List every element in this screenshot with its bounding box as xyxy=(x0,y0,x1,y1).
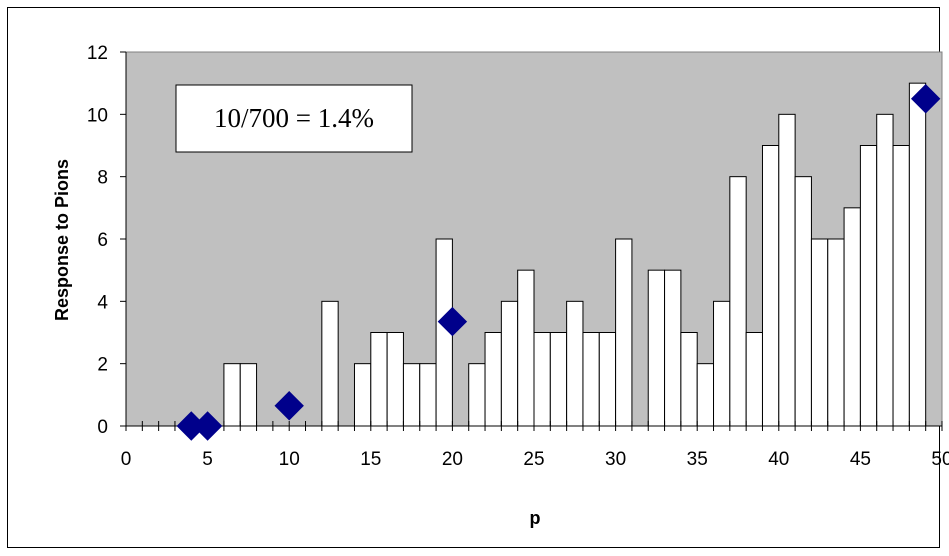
bar xyxy=(533,332,551,427)
bar xyxy=(484,332,502,427)
bar xyxy=(778,113,796,427)
annotation-box: 10/700 = 1.4% xyxy=(175,84,413,153)
bar xyxy=(892,145,910,427)
bar xyxy=(908,82,927,427)
x-tick-label: 0 xyxy=(121,449,132,470)
bar xyxy=(859,145,878,427)
y-tick-label: 0 xyxy=(97,417,108,438)
y-tick-label: 8 xyxy=(97,168,108,189)
y-tick-label: 10 xyxy=(87,105,108,126)
markers-group xyxy=(176,84,941,441)
bar xyxy=(745,332,763,427)
bar xyxy=(664,269,682,427)
bar xyxy=(876,113,894,427)
bar xyxy=(419,363,437,427)
bar xyxy=(615,238,633,427)
bar xyxy=(321,300,339,427)
bar xyxy=(353,363,372,427)
x-tick-label: 20 xyxy=(442,449,463,470)
x-tick-label: 40 xyxy=(768,449,789,470)
bar xyxy=(239,363,258,427)
bar xyxy=(713,300,731,427)
bar xyxy=(566,300,584,427)
bar xyxy=(794,176,812,427)
x-tick-label: 45 xyxy=(850,449,871,470)
x-tick-label: 5 xyxy=(202,449,213,470)
annotation-text: 10/700 = 1.4% xyxy=(214,103,374,133)
y-ticks-group: 0 2 4 6 8 10 12 xyxy=(87,43,126,438)
bar xyxy=(582,332,600,427)
bar xyxy=(370,332,388,427)
bar xyxy=(761,145,780,427)
bars-group xyxy=(223,82,927,427)
x-tick-label: 15 xyxy=(360,449,381,470)
bar xyxy=(468,363,486,427)
x-tick-label: 10 xyxy=(279,449,300,470)
bar xyxy=(386,332,404,427)
x-tick-label: 30 xyxy=(605,449,626,470)
bar xyxy=(647,269,666,427)
bar xyxy=(810,238,829,427)
x-tick-label: 50 xyxy=(931,449,949,470)
bar xyxy=(223,363,241,427)
y-tick-label: 12 xyxy=(87,43,108,64)
x-ticks-group: 0 5 10 15 20 25 30 35 40 45 50 xyxy=(121,421,949,470)
y-axis-title: Response to Pions xyxy=(52,159,72,321)
bar xyxy=(843,207,861,427)
data-marker xyxy=(192,411,223,441)
bar xyxy=(827,238,845,427)
bar xyxy=(402,363,421,427)
data-marker xyxy=(274,391,304,421)
x-axis-title: p xyxy=(530,508,541,528)
bar xyxy=(680,332,698,427)
bar xyxy=(598,332,617,427)
y-tick-label: 6 xyxy=(97,230,108,251)
bar xyxy=(500,300,519,427)
x-tick-label: 35 xyxy=(687,449,708,470)
bar xyxy=(549,332,568,427)
y-tick-label: 2 xyxy=(97,355,108,376)
bar xyxy=(729,176,747,427)
y-tick-label: 4 xyxy=(97,292,108,313)
x-tick-label: 25 xyxy=(523,449,544,470)
data-marker xyxy=(437,306,468,337)
data-marker xyxy=(910,84,941,114)
bar xyxy=(517,269,535,427)
bar xyxy=(696,363,715,427)
annotation-frame xyxy=(175,84,413,153)
